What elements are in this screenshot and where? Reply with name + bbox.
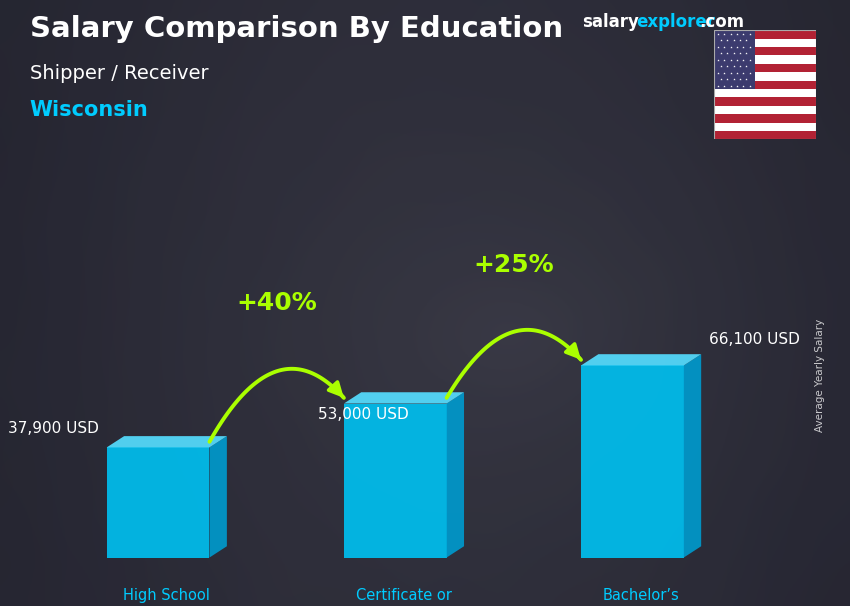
- Text: High School: High School: [123, 588, 210, 602]
- Text: explorer: explorer: [636, 13, 715, 32]
- Text: 37,900 USD: 37,900 USD: [8, 421, 99, 436]
- Bar: [714, 98, 816, 106]
- Bar: [714, 114, 816, 122]
- Bar: [714, 106, 816, 114]
- Text: +40%: +40%: [236, 291, 317, 315]
- Polygon shape: [344, 404, 446, 558]
- Polygon shape: [683, 354, 701, 558]
- Polygon shape: [581, 365, 683, 558]
- Text: Shipper / Receiver: Shipper / Receiver: [30, 64, 208, 82]
- Text: 66,100 USD: 66,100 USD: [709, 331, 800, 347]
- Bar: [714, 81, 816, 89]
- Bar: [714, 122, 816, 131]
- Bar: [714, 89, 816, 98]
- Text: +25%: +25%: [473, 253, 554, 277]
- Bar: [714, 30, 755, 89]
- Polygon shape: [344, 392, 464, 404]
- Bar: [714, 47, 816, 56]
- Polygon shape: [581, 354, 701, 365]
- Text: Average Yearly Salary: Average Yearly Salary: [815, 319, 825, 432]
- Bar: [714, 30, 816, 39]
- Text: .com: .com: [700, 13, 745, 32]
- Bar: [714, 56, 816, 64]
- Bar: [714, 131, 816, 139]
- Polygon shape: [446, 392, 464, 558]
- Text: Salary Comparison By Education: Salary Comparison By Education: [30, 15, 563, 43]
- Text: Wisconsin: Wisconsin: [30, 100, 149, 120]
- Bar: [714, 39, 816, 47]
- Bar: [714, 64, 816, 72]
- Polygon shape: [209, 436, 227, 558]
- Text: salary: salary: [582, 13, 639, 32]
- Text: 53,000 USD: 53,000 USD: [318, 407, 409, 422]
- Text: Bachelor’s
Degree: Bachelor’s Degree: [603, 588, 679, 606]
- Text: Certificate or
Diploma: Certificate or Diploma: [356, 588, 452, 606]
- Polygon shape: [107, 436, 227, 447]
- Bar: [714, 72, 816, 81]
- Polygon shape: [107, 447, 209, 558]
